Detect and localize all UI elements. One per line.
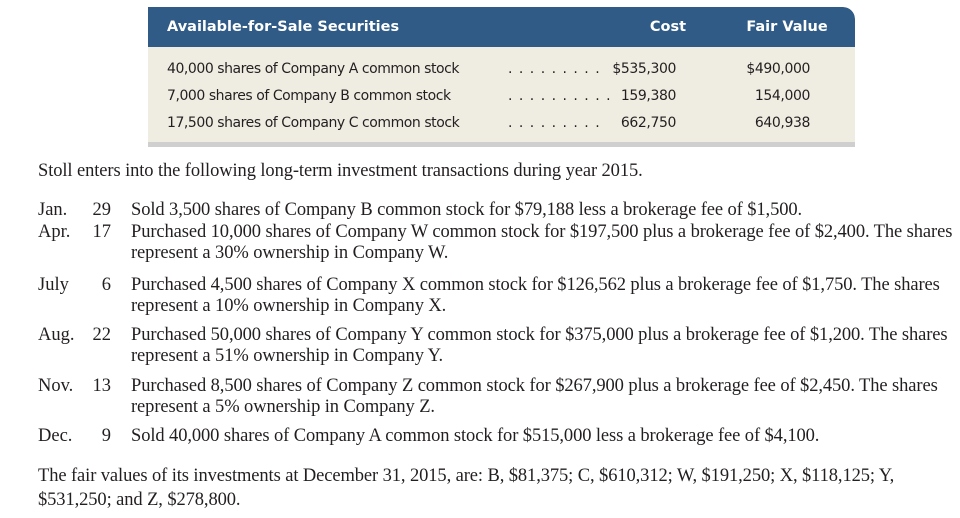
transaction-text: Purchased 8,500 shares of Company Z comm…: [131, 376, 938, 417]
securities-table: Available-for-Sale Securities Cost Fair …: [148, 7, 855, 147]
table-body: 40,000 shares of Company A common stock …: [148, 47, 855, 142]
transaction-month: Jan.: [38, 200, 68, 220]
transaction-day: 22: [92, 325, 112, 345]
row-fair-value: $490,000: [746, 61, 810, 77]
transaction-day: 17: [92, 222, 112, 242]
transaction-month: Nov.: [38, 376, 74, 396]
transaction-month: Apr.: [38, 222, 71, 242]
transaction-text: Purchased 10,000 shares of Company W com…: [131, 222, 953, 263]
row-fair-value: 154,000: [754, 88, 810, 104]
header-cost: Cost: [649, 19, 687, 35]
row-fair-value: 640,938: [754, 115, 810, 131]
table-footer-bar: [148, 142, 855, 147]
transaction-day: 29: [92, 200, 112, 220]
transaction-day: 6: [101, 275, 111, 295]
closing-paragraph: The fair values of its investments at De…: [38, 466, 895, 510]
intro-paragraph: Stoll enters into the following long-ter…: [38, 161, 643, 181]
row-description: 40,000 shares of Company A common stock: [167, 61, 460, 77]
row-description: 17,500 shares of Company C common stock: [167, 115, 460, 131]
transaction-day: 13: [92, 376, 112, 396]
transaction-text: Purchased 50,000 shares of Company Y com…: [131, 325, 948, 366]
table-row: 7,000 shares of Company B common stock .…: [148, 83, 855, 110]
table-header: Available-for-Sale Securities Cost Fair …: [148, 7, 855, 47]
dot-leader: . . . . . . . . . .: [508, 88, 612, 104]
transaction-month: Aug.: [38, 325, 75, 345]
transaction-text: Sold 40,000 shares of Company A common s…: [131, 426, 820, 446]
dot-leader: . . . . . . . . .: [508, 115, 601, 131]
row-cost: $535,300: [612, 61, 676, 77]
transaction-text: Sold 3,500 shares of Company B common st…: [131, 200, 803, 220]
transaction-month: Dec.: [38, 426, 73, 446]
dot-leader: . . . . . . . . .: [508, 61, 601, 77]
transaction-text: Purchased 4,500 shares of Company X comm…: [131, 275, 940, 316]
transaction-month: July: [38, 275, 69, 295]
header-title: Available-for-Sale Securities: [167, 19, 400, 35]
header-fair-value: Fair Value: [746, 19, 828, 35]
row-cost: 662,750: [620, 115, 676, 131]
transaction-day: 9: [101, 426, 111, 446]
table-row: 40,000 shares of Company A common stock …: [148, 56, 855, 83]
table-row: 17,500 shares of Company C common stock …: [148, 110, 855, 137]
row-cost: 159,380: [620, 88, 676, 104]
row-description: 7,000 shares of Company B common stock: [167, 88, 451, 104]
